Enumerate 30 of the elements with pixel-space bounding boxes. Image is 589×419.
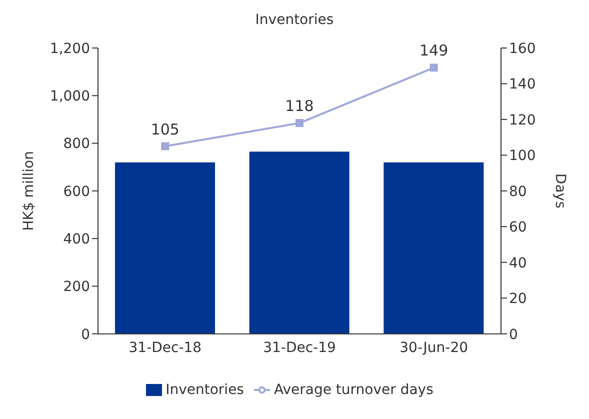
x-tick-label: 30-Jun-20	[400, 340, 468, 356]
y-tick-label: 800	[63, 136, 90, 152]
y2-tick-label: 80	[509, 184, 527, 200]
y-tick-label: 400	[63, 232, 90, 248]
x-tick-label: 31-Dec-19	[263, 340, 336, 356]
y-tick-label: 1,000	[50, 88, 90, 105]
data-label: 105	[150, 120, 180, 138]
y2-tick-label: 0	[509, 326, 518, 343]
y2-tick-label: 20	[509, 291, 527, 308]
x-tick-label: 31-Dec-18	[128, 340, 202, 356]
point	[430, 64, 438, 72]
data-label: 118	[285, 97, 314, 116]
legend-label: Inventories	[166, 382, 244, 398]
y2-tick-label: 40	[509, 255, 527, 272]
point	[161, 142, 170, 150]
y-axis-title: HK$ million	[20, 151, 37, 231]
y2-tick-label: 160	[509, 40, 536, 57]
y2-tick-label: 120	[509, 112, 536, 128]
chart-title: Inventories	[254, 11, 335, 30]
y2-tick-label: 100	[509, 148, 536, 164]
y-tick-label: 600	[63, 184, 90, 200]
y-tick-label: 200	[63, 279, 90, 296]
data-label: 149	[420, 42, 448, 60]
y-tick-label: 1,200	[50, 40, 90, 57]
y2-tick-label: 60	[509, 220, 527, 236]
point	[296, 119, 304, 128]
legend-label: Average turnover days	[274, 382, 434, 398]
y2-axis-title: Days	[552, 173, 568, 208]
y-tick-label: 0	[81, 326, 90, 343]
y2-tick-label: 140	[509, 76, 536, 93]
